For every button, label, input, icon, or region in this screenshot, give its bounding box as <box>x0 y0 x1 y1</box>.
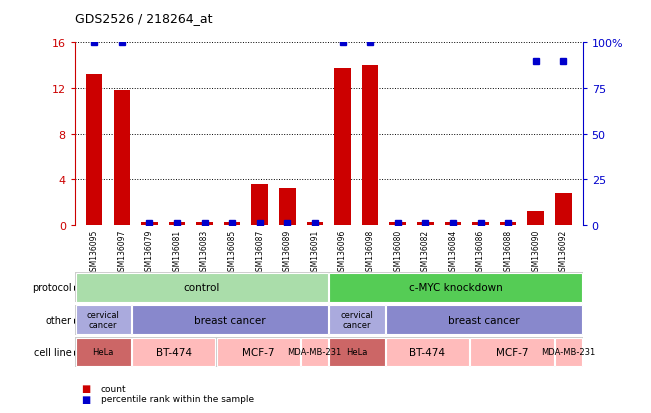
Text: cervical
cancer: cervical cancer <box>87 310 120 330</box>
Bar <box>307 223 324 225</box>
Bar <box>389 223 406 225</box>
Text: BT-474: BT-474 <box>409 347 445 357</box>
Bar <box>362 66 378 225</box>
Text: GSM136096: GSM136096 <box>338 229 347 275</box>
Text: GSM136090: GSM136090 <box>531 229 540 275</box>
Bar <box>555 193 572 225</box>
Text: count: count <box>101 384 126 393</box>
Text: GSM136086: GSM136086 <box>476 229 485 275</box>
Text: HeLa: HeLa <box>346 348 368 356</box>
Bar <box>279 189 296 225</box>
Text: HeLa: HeLa <box>92 348 114 356</box>
Bar <box>251 184 268 225</box>
Text: protocol: protocol <box>32 282 72 293</box>
Text: GSM136080: GSM136080 <box>393 229 402 275</box>
Text: MDA-MB-231: MDA-MB-231 <box>288 348 342 356</box>
Text: MCF-7: MCF-7 <box>496 347 529 357</box>
Bar <box>500 223 516 225</box>
Bar <box>445 223 461 225</box>
Text: GSM136081: GSM136081 <box>173 229 182 275</box>
Text: GSM136079: GSM136079 <box>145 229 154 275</box>
Bar <box>417 223 434 225</box>
Text: MCF-7: MCF-7 <box>242 347 275 357</box>
Text: breast cancer: breast cancer <box>194 315 266 325</box>
Text: ▶: ▶ <box>74 317 79 323</box>
Text: GSM136091: GSM136091 <box>311 229 320 275</box>
Bar <box>169 223 186 225</box>
Text: GSM136097: GSM136097 <box>117 229 126 275</box>
Text: GSM136095: GSM136095 <box>90 229 99 275</box>
Text: BT-474: BT-474 <box>156 347 191 357</box>
Text: MDA-MB-231: MDA-MB-231 <box>542 348 596 356</box>
Text: GSM136087: GSM136087 <box>255 229 264 275</box>
Text: GSM136085: GSM136085 <box>228 229 237 275</box>
Text: GSM136092: GSM136092 <box>559 229 568 275</box>
Text: ▶: ▶ <box>74 349 79 355</box>
Text: c-MYC knockdown: c-MYC knockdown <box>409 282 503 293</box>
Text: GSM136082: GSM136082 <box>421 229 430 275</box>
Bar <box>141 223 158 225</box>
Bar <box>334 68 351 225</box>
Text: breast cancer: breast cancer <box>448 315 519 325</box>
Bar <box>113 91 130 225</box>
Text: other: other <box>46 315 72 325</box>
Text: GSM136098: GSM136098 <box>366 229 374 275</box>
Text: ■: ■ <box>81 394 90 404</box>
Text: ■: ■ <box>81 383 90 393</box>
Text: GSM136084: GSM136084 <box>449 229 458 275</box>
Text: GSM136088: GSM136088 <box>504 229 512 275</box>
Text: cervical
cancer: cervical cancer <box>340 310 374 330</box>
Bar <box>527 211 544 225</box>
Text: ▶: ▶ <box>74 285 79 291</box>
Text: GSM136089: GSM136089 <box>283 229 292 275</box>
Bar <box>197 223 213 225</box>
Text: percentile rank within the sample: percentile rank within the sample <box>101 394 254 403</box>
Text: GDS2526 / 218264_at: GDS2526 / 218264_at <box>75 12 212 25</box>
Bar <box>86 75 102 225</box>
Text: GSM136083: GSM136083 <box>200 229 209 275</box>
Bar <box>472 223 489 225</box>
Text: cell line: cell line <box>34 347 72 357</box>
Bar <box>224 223 240 225</box>
Text: control: control <box>184 282 220 293</box>
